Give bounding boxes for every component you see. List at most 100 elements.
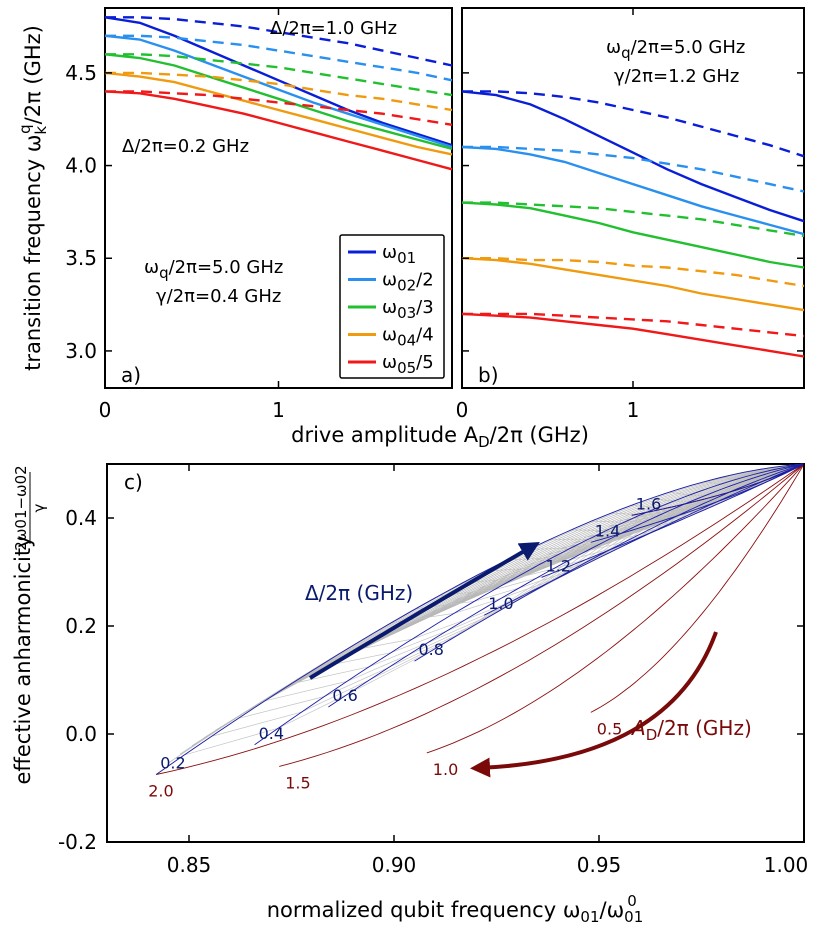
panel-b-series-5 [462, 90, 805, 158]
panel-b-xtick-label: 1 [627, 398, 640, 422]
delta-curve-label: 1.2 [546, 556, 571, 575]
panel-c-xticks: 0.85 0.90 0.95 1.00 [167, 464, 808, 877]
panel-b-series-3 [461, 257, 805, 312]
bottom-ylabel-fraction: 2ω01−ω02 γ [12, 465, 48, 550]
panel-a-series-8 [105, 71, 453, 112]
delta-curve-label: 0.8 [419, 640, 444, 659]
panel-a-label: a) [121, 363, 141, 387]
mesh-cross-line [184, 513, 640, 756]
panel-a-xtick-label: 0 [99, 398, 112, 422]
legend-label: ω05/5 [382, 352, 434, 377]
legend-label: ω04/4 [382, 325, 434, 350]
legend-label: ω03/3 [382, 297, 434, 322]
mesh-line [215, 463, 805, 731]
panel-a-series-7 [105, 53, 453, 97]
top-ylabel: transition frequency ωkq/2π (GHz) [16, 25, 50, 371]
mesh-cross-line [438, 498, 708, 597]
panel-a-lines [104, 16, 453, 171]
delta-curve-0.6 [328, 463, 805, 708]
panel-a-annotation-delta-low: Δ/2π=0.2 GHz [122, 136, 249, 157]
amplitude-curve-1.5 [279, 463, 805, 767]
panel-c-xtick-label: 0.85 [167, 853, 212, 877]
delta-curve-label: 1.0 [488, 594, 513, 613]
panel-b-xtick-label: 0 [456, 398, 469, 422]
panel-c-frame [106, 463, 805, 843]
panel-a-ytick-label: 4.0 [65, 154, 97, 178]
panel-a-ytick-label: 3.0 [65, 339, 97, 363]
delta-curve-label: 1.4 [595, 521, 620, 540]
annotation-amplitude-direction: AD/2π (GHz) [630, 716, 752, 744]
annotation-delta-direction: Δ/2π (GHz) [305, 581, 413, 605]
panel-c-ytick-label: 0.2 [65, 614, 97, 638]
amplitude-curve-0.5 [590, 463, 805, 713]
panel-a-series-0 [104, 16, 453, 147]
amplitude-curve-2.0 [156, 463, 805, 775]
panel-a-ytick-label: 3.5 [65, 246, 97, 270]
panel-c-curve-labels: 0.2 0.4 0.6 0.8 1.0 1.2 1.4 1.6 2.0 1.5 1.0 0.5 [148, 494, 661, 800]
delta-curve-0.8 [414, 463, 805, 662]
panel-a-annotation-delta-high: Δ/2π=1.0 GHz [270, 18, 397, 39]
delta-direction-arrow [308, 541, 540, 680]
panel-b-series-4 [461, 312, 805, 358]
panel-a-series-6 [105, 34, 453, 82]
panel-c-xtick-label: 0.90 [372, 853, 417, 877]
amplitude-curve-label: 1.0 [433, 760, 458, 779]
mesh-cross-line [461, 496, 714, 584]
panel-c-xtick-label: 0.95 [577, 853, 622, 877]
panel-b-annotation-gamma: γ/2π=1.2 GHz [614, 66, 739, 87]
amplitude-curve-label: 2.0 [148, 782, 173, 801]
mesh-line [203, 463, 805, 739]
panel-a-annotation-qubit-frequency: ωq/2π=5.0 GHz [144, 257, 283, 282]
top-xlabel: drive amplitude AD/2π (GHz) [291, 423, 589, 451]
panel-c-ytick-label: 0.0 [65, 722, 97, 746]
legend-frame [339, 234, 445, 379]
mesh-cross-line [211, 512, 647, 737]
delta-curve-label: 0.4 [259, 724, 284, 743]
panel-c-ytick-label: 0.4 [65, 506, 97, 530]
panel-b-series-7 [462, 201, 805, 238]
panel-c-yticks: -0.2 0.0 0.2 0.4 [58, 506, 804, 854]
amplitude-direction-arrow [470, 631, 718, 778]
bottom-ylabel-denominator: γ [30, 503, 48, 512]
panel-c-ytick-label: -0.2 [58, 830, 97, 854]
delta-curve-label: 0.2 [160, 754, 185, 773]
bottom-ylabel-numerator: 2ω01−ω02 [12, 465, 30, 550]
legend-label: ω02/2 [382, 270, 434, 295]
bottom-xlabel: normalized qubit frequency ω01/ω010 [267, 892, 644, 925]
panel-a-series-5 [105, 16, 453, 67]
panel-a-series-4 [104, 90, 453, 171]
panel-b-series-6 [462, 145, 805, 193]
panel-c-delta-curves [155, 463, 805, 775]
delta-curve-1.4 [590, 463, 805, 543]
bottom-ylabel: effective anharmonicity [11, 535, 35, 784]
panel-a-yticks: 3.0 3.5 4.0 4.5 [65, 61, 112, 363]
mesh-cross-line [550, 489, 737, 540]
panel-a-series-3 [104, 71, 453, 156]
delta-curve-label: 1.6 [636, 494, 661, 513]
amplitude-curve-label: 1.5 [285, 773, 310, 792]
panel-a-annotation-gamma: γ/2π=0.4 GHz [156, 286, 281, 307]
panel-a-series-9 [105, 90, 453, 126]
panel-a-xtick-label: 1 [272, 398, 285, 422]
panel-b-annotation-qubit-frequency: ωq/2π=5.0 GHz [606, 37, 745, 62]
panel-b-series-0 [461, 90, 805, 223]
panel-c: 0.2 0.4 0.6 0.8 1.0 1.2 1.4 1.6 2.0 1.5 1.0 0.5 0.8… [58, 463, 808, 877]
panel-a-ytick-label: 4.5 [65, 61, 97, 85]
panel-c-label: c) [124, 470, 143, 494]
amplitude-curve-1.0 [426, 463, 805, 754]
delta-curve-1.6 [631, 463, 805, 516]
legend-label: ω01 [382, 242, 416, 267]
mesh-cross-line [238, 510, 654, 719]
panel-b-series-9 [462, 312, 805, 338]
delta-curve-0.4 [254, 463, 805, 746]
panel-b-series-1 [461, 145, 805, 236]
panel-b-lines [461, 90, 805, 358]
panel-b-series-2 [461, 201, 805, 269]
